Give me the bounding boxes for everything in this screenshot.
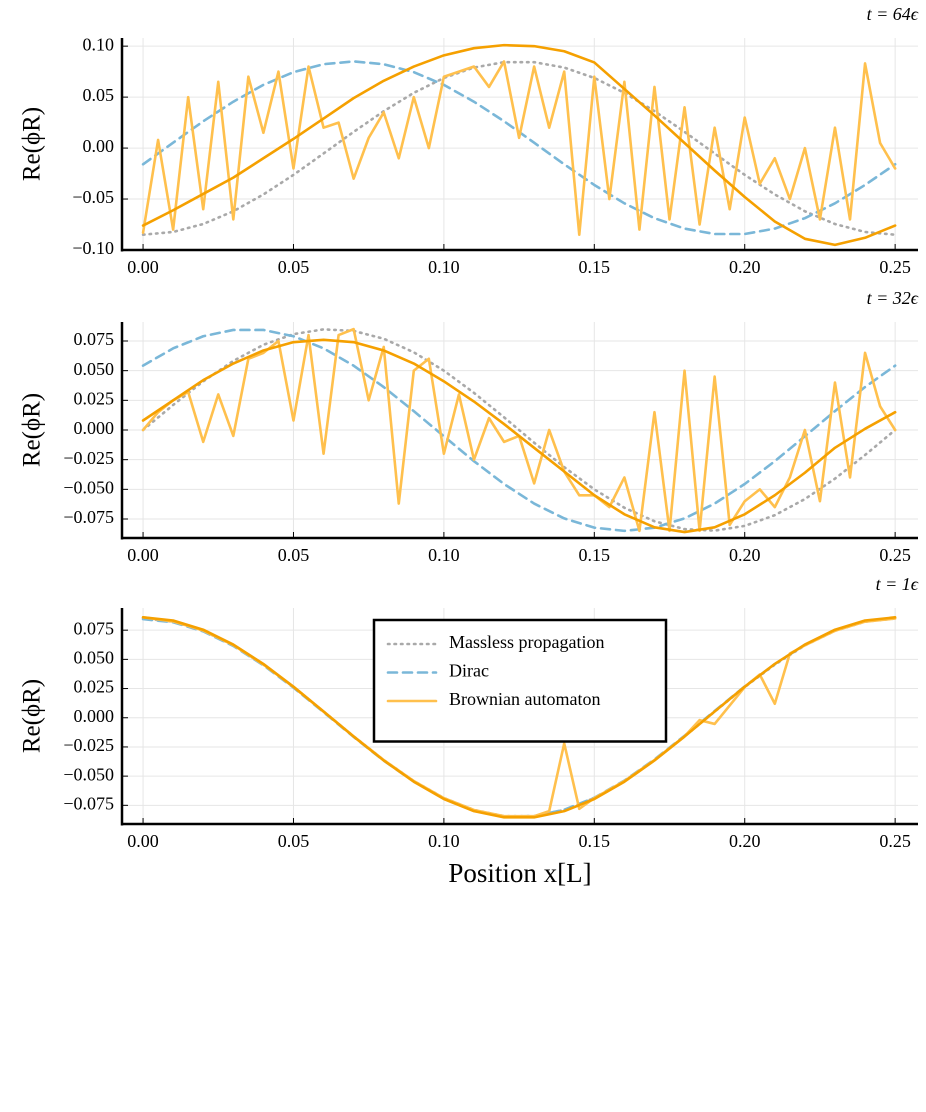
y-axis-label: Re(ϕR) <box>19 679 46 753</box>
x-tick-label: 0.05 <box>278 257 310 277</box>
x-tick-label: 0.20 <box>729 831 761 851</box>
y-tick-label: −0.10 <box>72 238 114 258</box>
y-tick-label: −0.050 <box>63 764 114 784</box>
y-tick-label: 0.10 <box>83 34 115 54</box>
x-tick-label: 0.05 <box>278 831 310 851</box>
x-tick-label: 0.25 <box>879 831 911 851</box>
y-axis-label: Re(ϕR) <box>19 107 46 181</box>
series-line <box>141 43 897 247</box>
x-tick-label: 0.20 <box>729 257 761 277</box>
y-tick-label: 0.000 <box>74 706 115 726</box>
subplot: −0.075 −0.050 −0.025 0.000 0.025 0.050 0.075 0.… <box>19 288 919 565</box>
subplot-title: t = 64ϵ <box>867 4 919 24</box>
x-tick-label: 0.15 <box>579 831 611 851</box>
x-tick-label: 0.15 <box>579 257 611 277</box>
y-tick-label: 0.075 <box>74 329 115 349</box>
x-tick-label: 0.20 <box>729 545 761 565</box>
y-tick-label: 0.050 <box>74 359 115 379</box>
legend-label: Brownian automaton <box>449 689 600 709</box>
x-tick-label: 0.25 <box>879 257 911 277</box>
y-tick-label: −0.025 <box>63 448 114 468</box>
subplot-title: t = 1ϵ <box>876 574 919 594</box>
x-tick-label: 0.15 <box>579 545 611 565</box>
y-tick-label: −0.075 <box>63 507 114 527</box>
series-line <box>141 60 897 237</box>
y-tick-label: −0.075 <box>63 793 114 813</box>
y-tick-label: −0.050 <box>63 477 114 497</box>
x-tick-label: 0.05 <box>278 545 310 565</box>
subplot: −0.075 −0.050 −0.025 0.000 0.025 0.050 0.075 0.… <box>19 574 919 888</box>
y-tick-label: 0.025 <box>74 677 115 697</box>
legend-label: Dirac <box>449 661 489 681</box>
legend: Massless propagation Dirac Brownian automa… <box>372 618 668 743</box>
y-tick-label: 0.025 <box>74 388 115 408</box>
y-tick-label: 0.075 <box>74 618 115 638</box>
legend-label: Massless propagation <box>449 632 604 652</box>
x-tick-label: 0.00 <box>127 545 159 565</box>
y-tick-label: 0.050 <box>74 647 115 667</box>
x-tick-label: 0.10 <box>428 257 460 277</box>
subplot-title: t = 32ϵ <box>867 288 919 308</box>
series-line <box>141 60 897 237</box>
y-tick-label: 0.000 <box>74 418 115 438</box>
y-tick-label: −0.05 <box>72 187 114 207</box>
y-tick-label: 0.00 <box>83 136 115 156</box>
x-tick-label: 0.00 <box>127 257 159 277</box>
x-axis-label: Position x[L] <box>448 858 591 888</box>
x-tick-label: 0.25 <box>879 545 911 565</box>
x-tick-label: 0.10 <box>428 831 460 851</box>
x-tick-label: 0.10 <box>428 545 460 565</box>
y-tick-label: −0.025 <box>63 735 114 755</box>
series-line <box>141 328 897 533</box>
series-line <box>141 328 897 532</box>
subplot: −0.10 −0.05 0.00 0.05 0.10 0.00 0.05 0.10 0.15 0.… <box>19 4 919 277</box>
x-tick-label: 0.00 <box>127 831 159 851</box>
series-line <box>141 338 897 534</box>
series-line <box>141 616 897 819</box>
legend-box <box>372 618 668 743</box>
y-axis-label: Re(ϕR) <box>19 393 46 467</box>
y-tick-label: 0.05 <box>83 85 115 105</box>
